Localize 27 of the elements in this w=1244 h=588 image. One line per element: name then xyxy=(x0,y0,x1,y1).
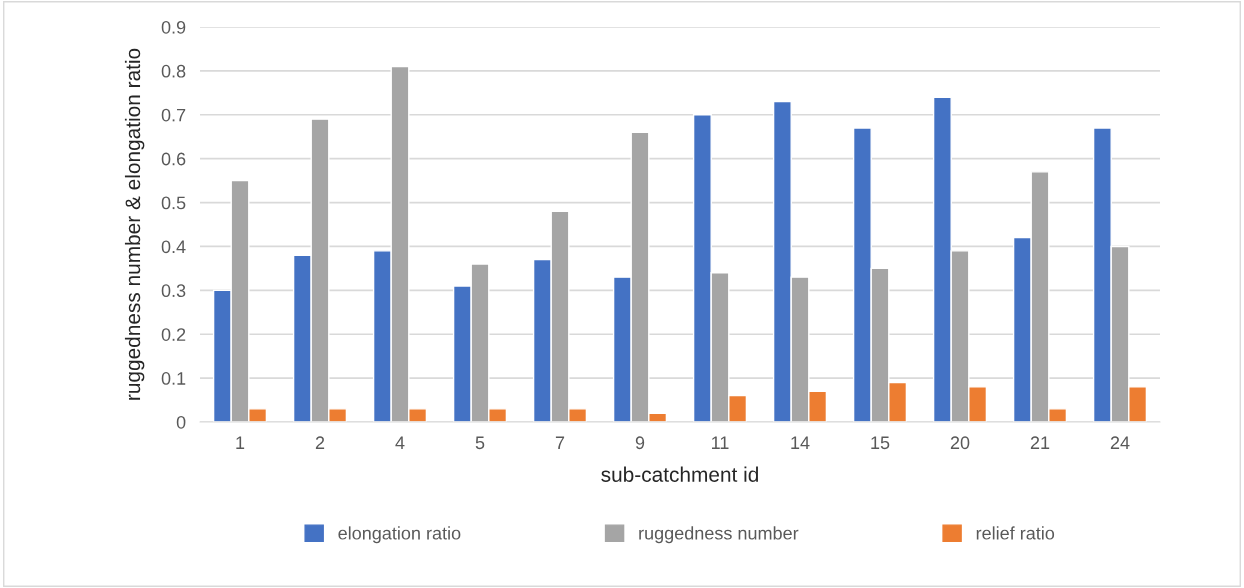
y-tick-label: 0.8 xyxy=(161,64,186,78)
y-tick-label: 0.3 xyxy=(161,284,186,298)
legend-label: elongation ratio xyxy=(338,526,461,544)
x-tick-label: 11 xyxy=(712,436,729,449)
x-axis-title: sub-catchment id xyxy=(601,466,758,482)
legend-label: relief ratio xyxy=(976,526,1055,540)
y-axis-title: ruggedness number & elongation ratio xyxy=(124,48,145,400)
x-tick-label: 1 xyxy=(236,436,245,449)
x-tick-label: 7 xyxy=(555,436,565,449)
y-tick-label: 0.2 xyxy=(161,328,186,341)
x-tick-label: 24 xyxy=(1110,436,1130,449)
x-tick-label: 2 xyxy=(315,436,325,449)
x-tick-label: 9 xyxy=(635,436,645,450)
y-tick-label: 0.1 xyxy=(161,372,186,385)
x-tick-label: 15 xyxy=(871,436,890,450)
y-tick-label: 0.4 xyxy=(161,240,186,254)
y-tick-label: 0.9 xyxy=(161,20,186,34)
x-tick-label: 21 xyxy=(1030,436,1050,449)
y-tick-label: 0.7 xyxy=(161,108,186,122)
y-tick-label: 0.5 xyxy=(161,196,186,210)
legend-label: ruggedness number xyxy=(639,526,799,544)
y-tick-label: 0 xyxy=(176,415,186,429)
x-tick-label: 5 xyxy=(475,436,485,450)
x-tick-label: 14 xyxy=(791,436,810,449)
x-tick-label: 4 xyxy=(395,436,405,449)
x-tick-label: 20 xyxy=(950,436,970,450)
y-tick-label: 0.6 xyxy=(161,152,186,166)
